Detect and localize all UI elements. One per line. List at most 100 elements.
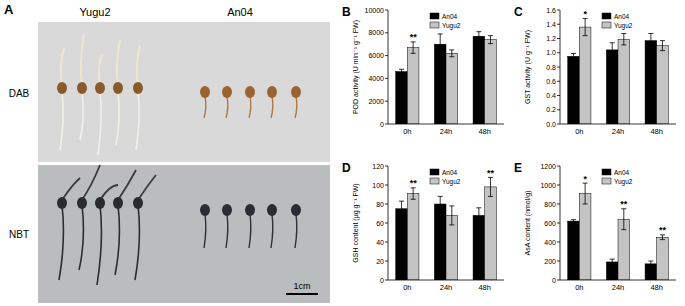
seedling-shoot <box>137 45 140 86</box>
seed <box>291 204 301 216</box>
y-tick-label: 1.6 <box>546 7 556 14</box>
seed <box>113 197 123 209</box>
y-tick <box>557 280 560 281</box>
legend-label: An04 <box>614 169 630 176</box>
x-tick-label: 48h <box>650 283 663 292</box>
y-tick <box>557 242 560 243</box>
seed <box>267 204 277 216</box>
seedling-shoot <box>82 165 100 200</box>
panel-letter: A <box>4 2 14 17</box>
legend: An04Yugu2 <box>430 169 461 186</box>
legend-label: An04 <box>614 13 630 20</box>
significance: ** <box>620 199 628 209</box>
chart: CGST activity (U g⁻¹ FW)0.00.20.40.60.81… <box>514 5 676 136</box>
seedling-shoot <box>118 170 136 200</box>
y-tick <box>385 280 388 281</box>
bar <box>568 221 580 280</box>
bar <box>473 36 485 124</box>
panel-a: AYugu2An04DABNBT1cm <box>4 2 330 303</box>
legend-label: An04 <box>442 13 458 20</box>
x-tick-label: 0h <box>575 283 583 292</box>
scale-bar-label: 1cm <box>293 281 310 291</box>
y-tick <box>557 223 560 224</box>
bar <box>396 72 408 124</box>
y-tick <box>557 24 560 25</box>
legend: An04Yugu2 <box>602 169 633 186</box>
seedling-root <box>97 205 101 285</box>
row-label: NBT <box>9 229 29 240</box>
seedling-shoot <box>117 40 120 86</box>
seedling-shoot <box>62 178 80 200</box>
seedling-root <box>226 214 228 248</box>
error-bar <box>488 36 493 44</box>
y-tick-label: 0.8 <box>546 64 556 71</box>
y-tick <box>557 109 560 110</box>
seed <box>57 82 67 94</box>
bar <box>579 27 591 124</box>
legend-label: Yugu2 <box>442 22 461 30</box>
seed <box>77 197 87 209</box>
legend-label: Yugu2 <box>442 178 461 186</box>
seed <box>291 86 301 98</box>
x-tick-label: 48h <box>478 283 491 292</box>
bar <box>618 39 630 124</box>
seedling-root <box>271 96 273 118</box>
y-tick-label: 2000 <box>368 98 384 105</box>
seed <box>57 197 67 209</box>
error-bar <box>660 41 665 51</box>
seed <box>133 82 143 94</box>
x-tick-label: 48h <box>478 127 491 136</box>
bar <box>396 209 408 280</box>
x-tick-label: 0h <box>403 283 411 292</box>
y-tick-label: 20 <box>376 258 384 265</box>
seedling-root <box>204 214 206 248</box>
y-tick-label: 1.4 <box>546 21 556 28</box>
panel-letter: E <box>514 161 522 175</box>
y-tick <box>557 52 560 53</box>
y-tick-label: 40 <box>376 239 384 246</box>
bar <box>645 41 657 124</box>
significance: ** <box>410 32 418 42</box>
y-tick-label: 4000 <box>368 75 384 82</box>
axis-title: GSH content (μg g⁻¹ FW) <box>352 183 360 262</box>
axis-title: GST activity (U g⁻¹ FW) <box>524 30 532 104</box>
seedling-root <box>135 205 139 280</box>
x-tick-label: 24h <box>440 127 453 136</box>
y-tick <box>385 204 388 205</box>
error-bar <box>476 32 481 41</box>
seedling-root <box>115 205 119 275</box>
y-tick <box>557 81 560 82</box>
error-bar <box>438 34 443 55</box>
y-tick-label: 10000 <box>365 7 385 14</box>
error-bar <box>476 208 481 223</box>
significance: ** <box>659 225 667 235</box>
x-axis <box>388 280 504 281</box>
y-tick <box>385 261 388 262</box>
seedling-root <box>98 90 101 155</box>
seed <box>95 197 105 209</box>
seedling-root <box>249 96 251 118</box>
seedling-root <box>116 90 119 145</box>
y-tick <box>557 67 560 68</box>
error-bar <box>621 34 626 45</box>
seedling-shoot <box>138 175 156 200</box>
y-tick-label: 200 <box>544 258 556 265</box>
panel-letter: B <box>342 5 351 19</box>
y-tick-label: 80 <box>376 201 384 208</box>
y-tick <box>385 55 388 56</box>
y-axis <box>388 166 389 280</box>
y-tick <box>385 223 388 224</box>
error-bar <box>583 19 588 36</box>
bar <box>434 44 446 124</box>
seed <box>222 204 232 216</box>
seedling-root <box>295 214 297 248</box>
legend-swatch <box>430 22 439 28</box>
axis-title: AsA content (nmol/g) <box>524 191 532 256</box>
y-tick-label: 400 <box>544 239 556 246</box>
error-bar <box>438 196 443 211</box>
legend: An04Yugu2 <box>602 13 633 30</box>
legend-swatch <box>430 169 439 175</box>
bar <box>473 215 485 280</box>
significance: * <box>583 174 587 184</box>
seedling-root <box>226 96 228 118</box>
